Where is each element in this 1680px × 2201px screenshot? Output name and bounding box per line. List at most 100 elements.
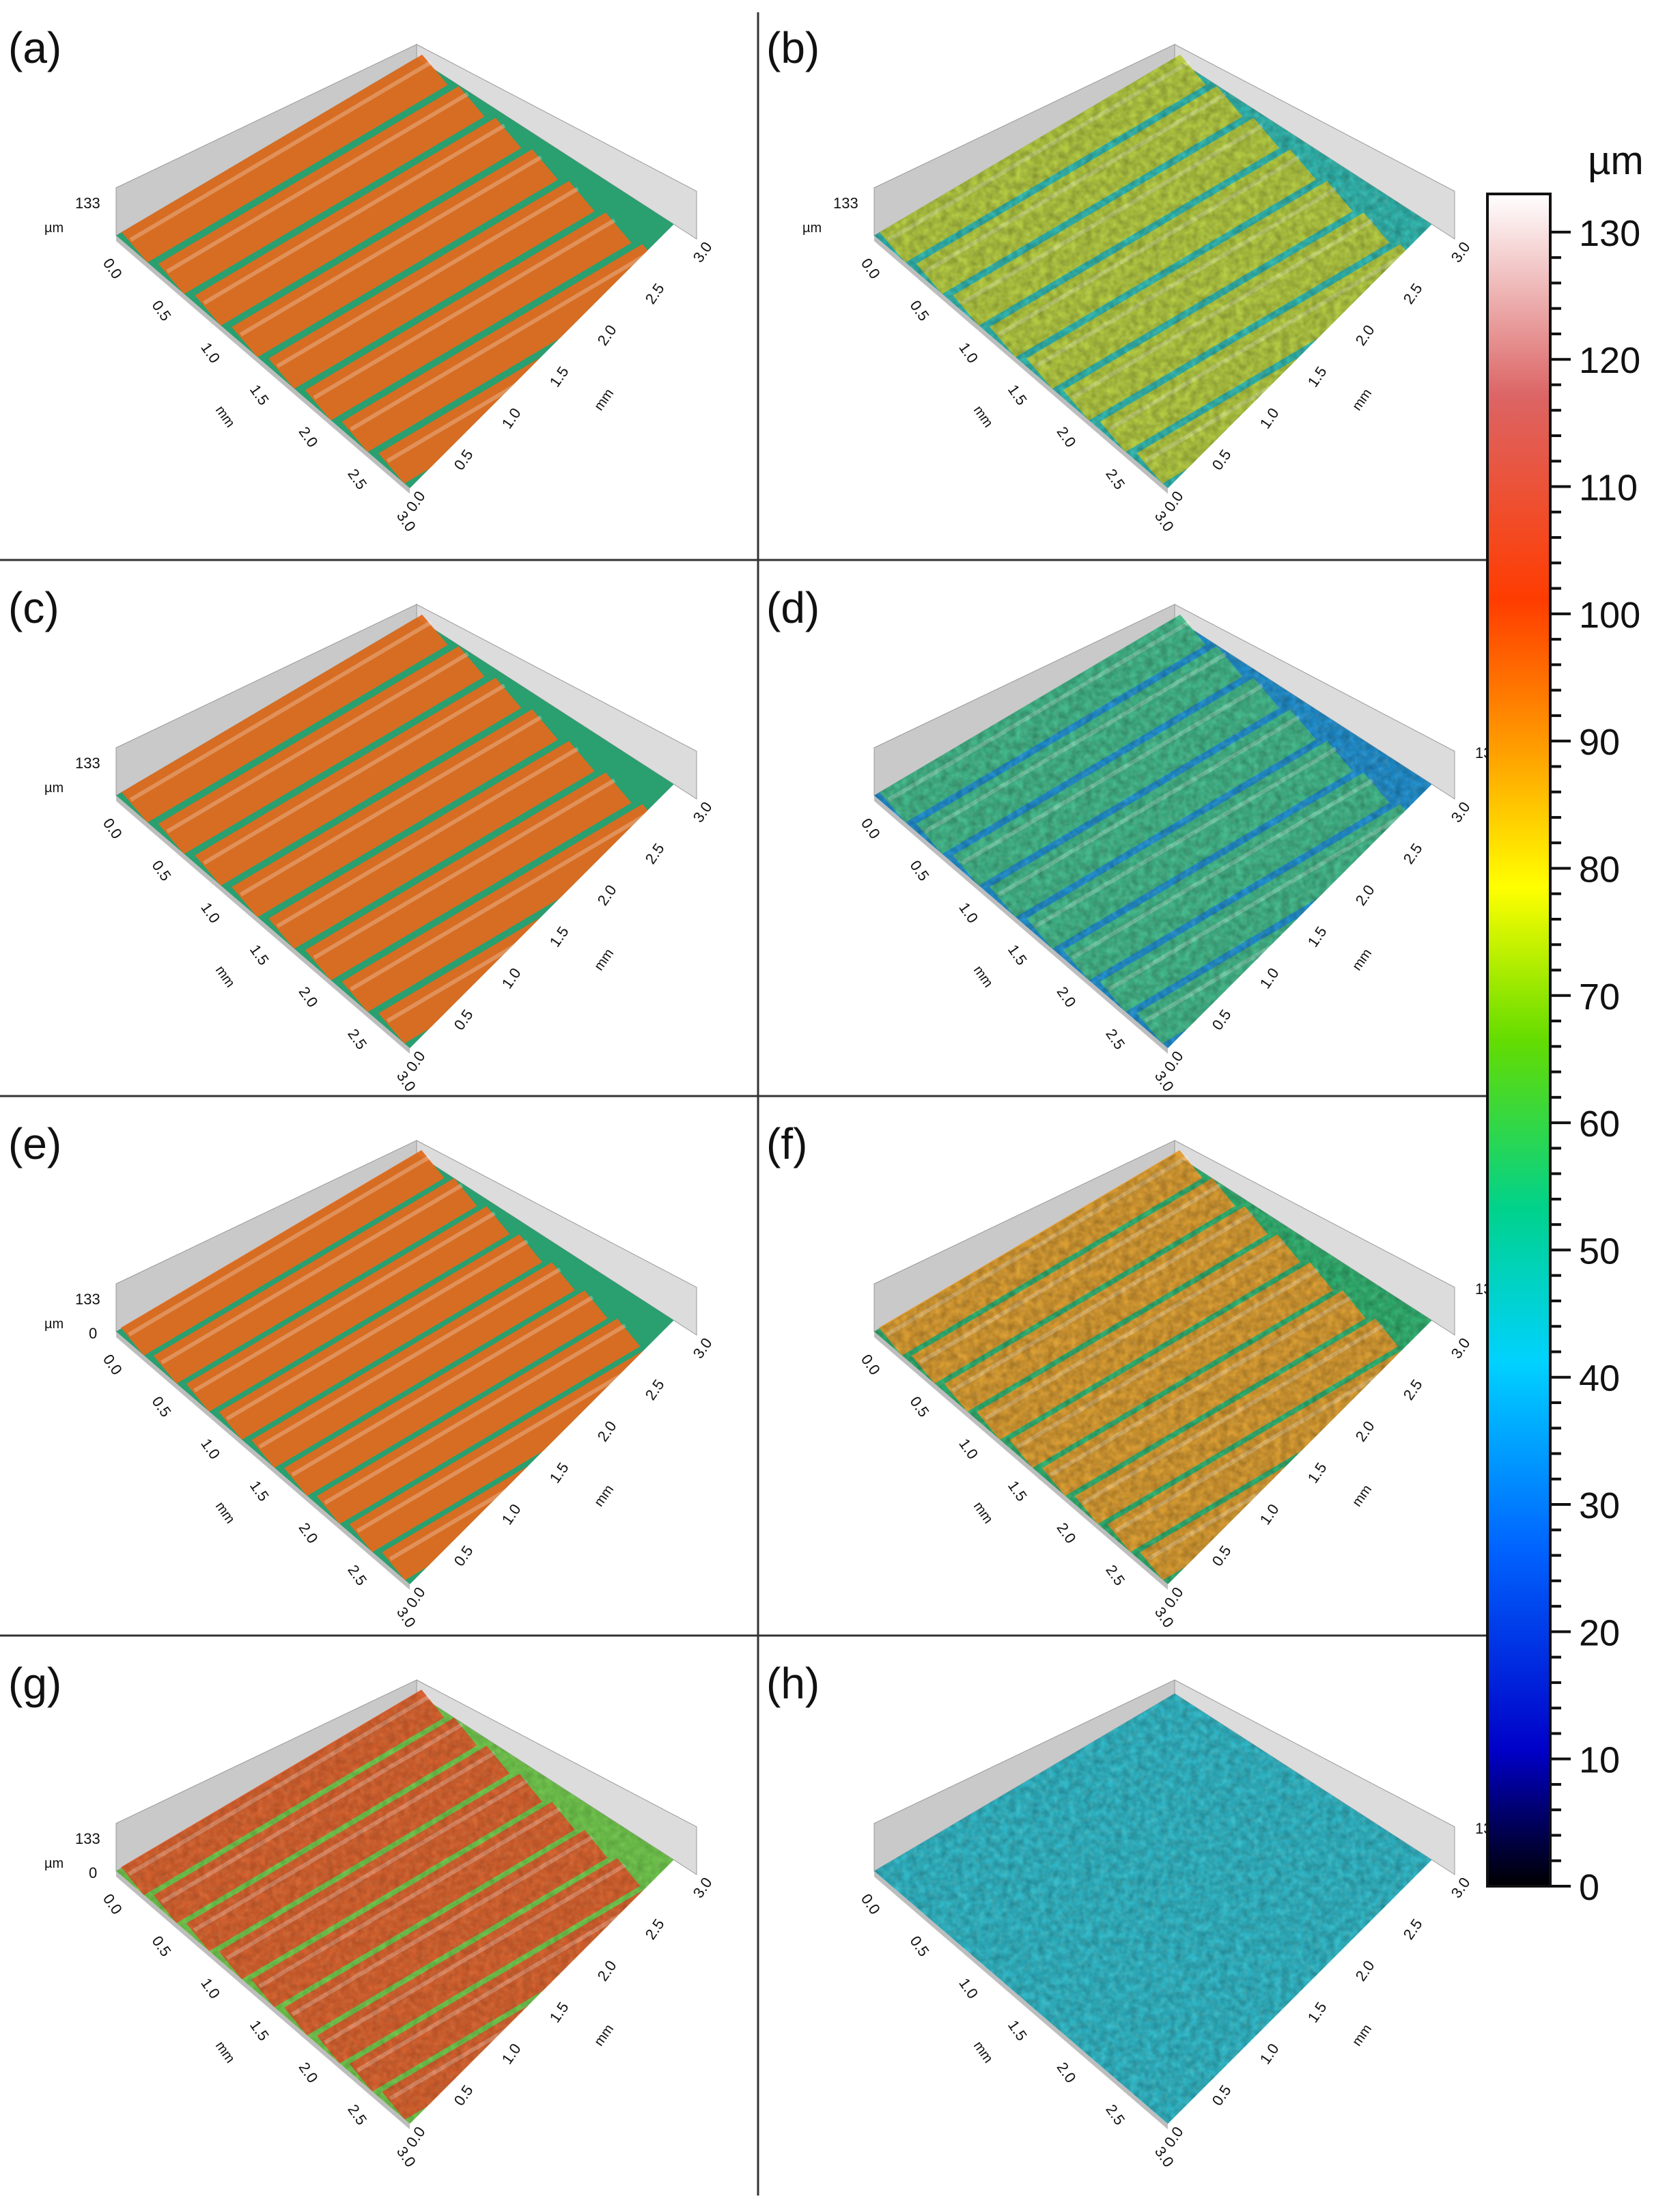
z-unit-label: µm [44, 781, 64, 796]
z-max-label: 133 [75, 195, 100, 212]
ridge-highlight [276, 746, 579, 928]
y-tick-label: 1.5 [546, 923, 572, 950]
ridge-highlight [203, 684, 506, 865]
surface [116, 1150, 697, 1584]
ridge [349, 1346, 673, 1552]
colorbar-tick-label: 30 [1579, 1485, 1620, 1526]
y-tick-label: 0.5 [451, 2082, 477, 2109]
ridge [341, 244, 669, 452]
x-tick-label: 2.5 [344, 1562, 370, 1588]
ridge-highlight [225, 1239, 529, 1421]
x-tick-label: 0.5 [149, 1393, 175, 1420]
y-axis-unit: mm [591, 2021, 617, 2049]
ridge [251, 1262, 575, 1468]
x-axis-unit: mm [212, 963, 238, 990]
y-tick-label: 2.0 [594, 322, 620, 348]
y-tick-label: 1.0 [1257, 965, 1283, 992]
colorbar-tick-label: 70 [1579, 977, 1620, 1018]
x-tick-label: 1.5 [247, 382, 272, 408]
y-tick-label: 1.0 [499, 1501, 524, 1528]
panel-e: (e)0.00.51.01.52.02.53.00.00.51.01.52.02… [8, 1119, 716, 1631]
panel-label: (e) [8, 1119, 61, 1168]
ridge [232, 709, 558, 918]
y-tick-label: 3.0 [1448, 798, 1474, 825]
ridge [121, 1150, 445, 1356]
colorbar-tick-label: 110 [1579, 468, 1638, 509]
ridge-highlight [313, 218, 616, 400]
y-tick-label: 3.0 [690, 1334, 716, 1361]
x-tick-label: 2.5 [344, 2101, 370, 2128]
z-max-label: 133 [833, 195, 858, 212]
ridge [158, 86, 485, 294]
surface [874, 1694, 1455, 2124]
panel-label: (f) [766, 1119, 807, 1168]
y-tick-label: 3.0 [690, 798, 716, 825]
x-tick-label: 0.5 [149, 297, 175, 324]
x-tick-label: 1.0 [197, 1975, 223, 2002]
panel-label: (b) [766, 23, 820, 72]
ridge-highlight [203, 124, 506, 305]
ridge-highlight [324, 1323, 627, 1505]
x-tick-label: 2.0 [1054, 983, 1080, 1010]
y-tick-label: 0.5 [451, 1543, 477, 1569]
x-tick-label: 0.0 [858, 815, 884, 842]
y-tick-label: 0.5 [451, 447, 477, 473]
y-tick-label: 2.5 [1400, 280, 1426, 307]
x-tick-label: 2.5 [344, 466, 370, 492]
x-tick-label: 0.0 [100, 1891, 126, 1918]
z-unit-label: µm [44, 221, 64, 236]
y-tick-label: 1.5 [1304, 1999, 1330, 2025]
front-wall-left [116, 1871, 410, 2129]
ridge-highlight [276, 186, 579, 368]
panel-g: (g)0.00.51.01.52.02.53.00.00.51.01.52.02… [8, 1659, 716, 2170]
ridge [195, 117, 522, 326]
x-tick-label: 0.0 [100, 815, 126, 842]
y-tick-label: 3.0 [690, 238, 716, 265]
y-tick-label: 1.0 [499, 405, 524, 432]
x-tick-label: 0.0 [858, 1891, 884, 1918]
surface [116, 54, 697, 488]
surface-texture-light [874, 58, 1455, 488]
colorbar-tick-label: 120 [1579, 340, 1640, 381]
ridge [219, 1234, 542, 1440]
z-unit-label: µm [802, 221, 822, 236]
y-tick-label: 2.5 [642, 280, 668, 307]
surface-texture-light [874, 618, 1455, 1048]
panel-d: (d)0.00.51.01.52.02.53.00.00.51.01.52.02… [766, 583, 1535, 1095]
ridge-highlight [239, 155, 543, 337]
ridge-highlight [129, 620, 432, 802]
y-tick-label: 1.5 [1304, 923, 1330, 950]
x-axis-unit: mm [970, 2038, 996, 2066]
x-tick-label: 1.0 [955, 1435, 981, 1462]
x-tick-label: 0.5 [149, 1933, 175, 1959]
y-tick-label: 3.0 [1448, 1874, 1474, 1901]
x-tick-label: 1.5 [1005, 942, 1031, 968]
x-tick-label: 2.5 [1102, 1026, 1128, 1052]
y-tick-label: 2.5 [1400, 1376, 1426, 1403]
front-wall-left [116, 1332, 410, 1590]
colorbar-tick-label: 0 [1579, 1867, 1599, 1908]
surface [116, 1690, 697, 2124]
x-tick-label: 0.0 [858, 255, 884, 282]
x-axis-unit: mm [970, 963, 996, 990]
back-wall-right [1174, 1140, 1455, 1336]
ridge [268, 180, 595, 389]
z-max-label: 133 [75, 755, 100, 772]
y-axis-unit: mm [1349, 946, 1375, 973]
colorbar-tick-label: 90 [1579, 722, 1620, 763]
ridge-highlight [356, 1351, 659, 1533]
y-tick-label: 1.5 [546, 363, 572, 390]
ridge [122, 614, 448, 823]
y-tick-label: 2.0 [1352, 1418, 1378, 1444]
x-tick-label: 1.5 [247, 942, 272, 968]
ridge [232, 149, 558, 358]
front-wall-left [874, 236, 1168, 494]
y-tick-label: 1.0 [499, 965, 524, 992]
ridge-highlight [239, 715, 543, 897]
surface [874, 614, 1455, 1048]
y-tick-label: 3.0 [1448, 238, 1474, 265]
y-tick-label: 0.5 [1209, 2082, 1235, 2109]
colorbar-tick-label: 130 [1579, 213, 1640, 254]
